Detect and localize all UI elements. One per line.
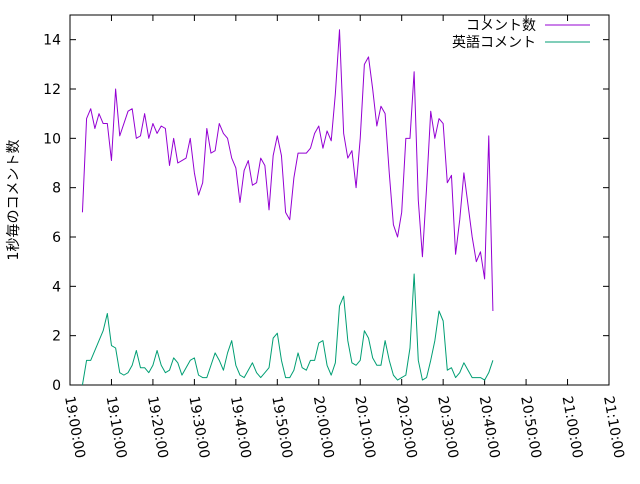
y-tick-label: 12 <box>43 82 61 98</box>
x-tick-label: 20:40:00 <box>476 395 503 460</box>
legend-label-2: 英語コメント <box>452 34 536 51</box>
y-tick-label: 6 <box>52 230 61 246</box>
x-tick-label: 20:20:00 <box>393 395 420 460</box>
x-tick-label: 21:10:00 <box>600 395 627 460</box>
y-axis-label: 1秒毎のコメント数 <box>6 140 22 261</box>
y-tick-label: 8 <box>52 181 61 197</box>
x-tick-label: 19:10:00 <box>103 395 130 460</box>
x-tick-label: 19:20:00 <box>144 395 171 460</box>
x-tick-label: 19:30:00 <box>185 395 212 460</box>
x-tick-label: 19:00:00 <box>61 395 88 460</box>
series-line-1 <box>81 29 494 312</box>
x-tick-label: 19:40:00 <box>227 395 254 460</box>
legend-label-1: コメント数 <box>466 18 536 34</box>
plot-frame <box>69 14 610 386</box>
x-tick-label: 19:50:00 <box>268 395 295 460</box>
y-tick-label: 2 <box>52 329 61 345</box>
x-tick-label: 20:50:00 <box>517 395 544 460</box>
x-tick-label: 20:30:00 <box>434 395 461 460</box>
x-tick-label: 21:00:00 <box>559 395 586 460</box>
y-tick-label: 10 <box>43 131 61 147</box>
y-tick-label: 14 <box>43 33 61 49</box>
y-tick-label: 0 <box>52 378 61 394</box>
x-tick-label: 20:00:00 <box>310 395 337 460</box>
y-tick-label: 4 <box>52 279 61 295</box>
series-line-2 <box>81 273 494 386</box>
x-tick-label: 20:10:00 <box>351 395 378 460</box>
